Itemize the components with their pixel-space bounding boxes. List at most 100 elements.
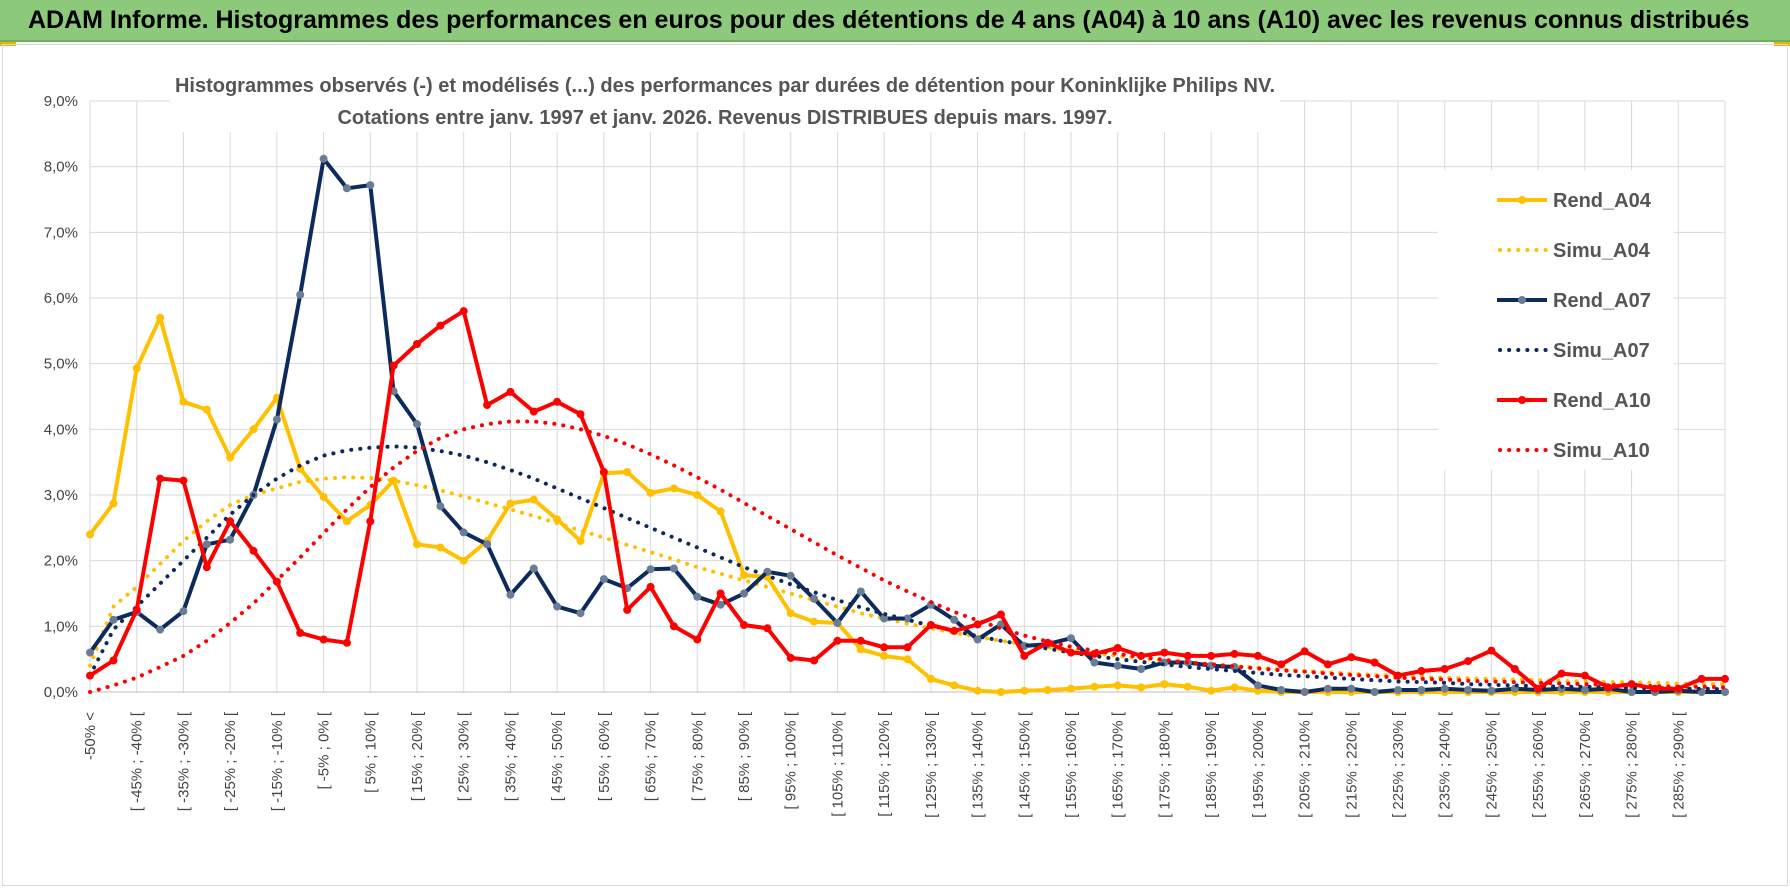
data-point — [903, 655, 912, 664]
data-point — [342, 184, 351, 193]
data-point — [810, 656, 819, 665]
data-point — [1160, 648, 1169, 657]
x-tick-label: [ 45% ; 50% [ — [549, 711, 566, 801]
x-tick-label: [ 195% ; 200% [ — [1250, 711, 1267, 818]
data-point — [599, 575, 608, 584]
data-point — [786, 609, 795, 618]
data-point — [1323, 660, 1332, 669]
data-point — [1487, 646, 1496, 655]
data-point — [1627, 688, 1636, 696]
data-point — [1440, 665, 1449, 673]
data-point — [156, 313, 165, 322]
data-point — [436, 502, 445, 511]
data-point — [553, 397, 562, 406]
legend-label: Rend_A10 — [1553, 390, 1651, 412]
x-tick-label: [ 105% ; 110% [ — [829, 711, 846, 817]
data-point — [132, 605, 141, 614]
data-point — [413, 420, 421, 429]
data-point — [1020, 686, 1029, 695]
x-tick-label: [ 75% ; 80% [ — [689, 711, 706, 801]
data-point — [366, 517, 375, 526]
data-point — [413, 540, 421, 549]
chart-title-line2: Cotations entre janv. 1997 et janv. 2026… — [337, 107, 1112, 129]
data-point — [1580, 671, 1589, 680]
data-point — [202, 563, 211, 572]
y-tick-label: 4,0% — [44, 421, 78, 438]
x-tick-label: [ 225% ; 230% [ — [1390, 711, 1407, 818]
data-point — [996, 610, 1005, 619]
data-point — [856, 645, 865, 654]
data-point — [1183, 682, 1192, 691]
data-point — [1650, 684, 1659, 693]
data-point — [599, 468, 608, 476]
data-point — [693, 592, 702, 601]
data-point — [179, 607, 188, 616]
data-point — [1487, 686, 1496, 695]
data-point — [950, 626, 959, 635]
data-point — [226, 453, 235, 462]
data-point — [926, 621, 935, 629]
data-point — [903, 643, 912, 652]
data-point — [1534, 684, 1543, 693]
series-simu-a04 — [88, 475, 1727, 687]
x-tick-label: [ 145% ; 150% [ — [1016, 711, 1033, 818]
data-point — [856, 587, 865, 596]
data-point — [1370, 658, 1379, 667]
data-point — [436, 543, 445, 552]
data-point — [973, 620, 982, 629]
data-point — [1067, 684, 1075, 693]
data-point — [156, 625, 165, 634]
y-tick-label: 7,0% — [44, 224, 78, 241]
data-point — [950, 681, 959, 690]
data-point — [1580, 686, 1589, 694]
data-point — [880, 651, 889, 660]
data-point — [413, 340, 421, 348]
x-tick-label: [ -45% ; -40% [ — [129, 711, 146, 811]
series-simu-a10 — [88, 419, 1727, 694]
data-point — [249, 425, 258, 434]
x-tick-label: [ 95% ; 100% [ — [783, 711, 800, 809]
data-point — [202, 405, 211, 414]
data-point — [132, 364, 141, 373]
data-point — [272, 415, 281, 424]
data-point — [786, 571, 795, 580]
data-point — [1043, 638, 1052, 647]
x-tick-label: [ 285% ; 290% [ — [1670, 711, 1687, 818]
data-point — [1300, 647, 1309, 656]
data-point — [1323, 684, 1332, 693]
data-point — [1230, 683, 1239, 692]
data-point — [529, 407, 538, 416]
data-point — [86, 671, 94, 680]
data-point — [646, 565, 655, 574]
legend-label: Simu_A04 — [1553, 240, 1651, 262]
chart-frame — [2, 44, 1788, 886]
data-point — [202, 540, 211, 549]
x-tick-label: [ 5% ; 10% [ — [362, 711, 379, 793]
data-point — [1300, 688, 1309, 696]
data-point — [669, 564, 678, 573]
data-point — [880, 643, 889, 652]
data-point — [950, 615, 959, 624]
data-point — [1253, 651, 1262, 660]
x-tick-label: -50% < — [82, 712, 99, 760]
data-point — [179, 476, 188, 485]
data-point — [1207, 686, 1216, 695]
data-point — [1020, 651, 1029, 660]
data-point — [973, 686, 982, 695]
data-point — [1721, 688, 1729, 696]
x-tick-label: [ -15% ; -10% [ — [269, 711, 286, 811]
data-point — [669, 622, 678, 631]
x-tick-label: [ 165% ; 170% [ — [1110, 711, 1127, 818]
data-point — [669, 484, 678, 493]
data-point — [576, 609, 585, 618]
data-point — [996, 688, 1005, 696]
data-point — [1137, 683, 1146, 692]
data-point — [109, 656, 118, 665]
data-point — [109, 615, 118, 624]
y-tick-label: 9,0% — [44, 93, 78, 110]
y-tick-label: 8,0% — [44, 159, 78, 176]
data-point — [810, 594, 819, 603]
data-point — [389, 476, 398, 485]
data-point — [1090, 682, 1099, 691]
x-tick-label: [ 65% ; 70% [ — [643, 711, 660, 801]
